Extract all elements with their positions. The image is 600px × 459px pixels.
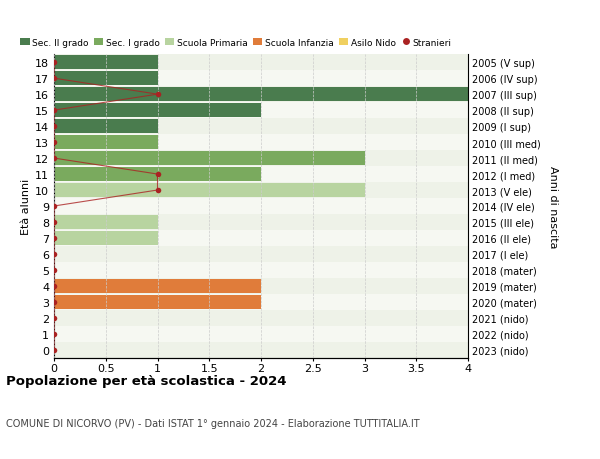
Bar [54, 136, 157, 150]
Bar [54, 216, 157, 229]
Bar [54, 294, 468, 310]
Bar [54, 278, 468, 294]
Bar [54, 246, 468, 263]
Bar [54, 56, 157, 70]
Bar [54, 151, 468, 167]
Bar [54, 72, 157, 86]
Bar [54, 199, 468, 214]
Bar [54, 88, 468, 102]
Bar [54, 263, 468, 278]
Bar [54, 167, 468, 183]
Bar [54, 104, 261, 118]
Bar [54, 168, 261, 181]
Bar [54, 214, 468, 230]
Legend: Sec. II grado, Sec. I grado, Scuola Primaria, Scuola Infanzia, Asilo Nido, Stran: Sec. II grado, Sec. I grado, Scuola Prim… [20, 39, 452, 48]
Text: Popolazione per età scolastica - 2024: Popolazione per età scolastica - 2024 [6, 374, 287, 387]
Y-axis label: Anni di nascita: Anni di nascita [548, 165, 557, 248]
Bar [54, 296, 261, 309]
Bar [54, 55, 468, 71]
Bar [54, 152, 365, 166]
Bar [54, 232, 157, 245]
Bar [54, 230, 468, 246]
Bar [54, 184, 365, 197]
Bar [54, 280, 261, 293]
Bar [54, 87, 468, 103]
Bar [54, 183, 468, 199]
Bar [54, 342, 468, 358]
Y-axis label: Età alunni: Età alunni [21, 179, 31, 235]
Text: COMUNE DI NICORVO (PV) - Dati ISTAT 1° gennaio 2024 - Elaborazione TUTTITALIA.IT: COMUNE DI NICORVO (PV) - Dati ISTAT 1° g… [6, 418, 419, 428]
Bar [54, 120, 157, 134]
Bar [54, 103, 468, 119]
Bar [54, 71, 468, 87]
Bar [54, 119, 468, 135]
Bar [54, 135, 468, 151]
Bar [54, 326, 468, 342]
Bar [54, 310, 468, 326]
